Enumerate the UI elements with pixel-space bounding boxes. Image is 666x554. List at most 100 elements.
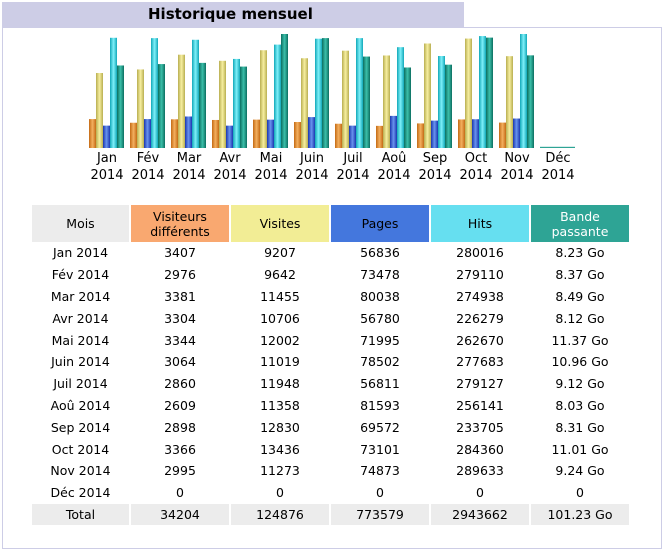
month-name: Juil: [343, 151, 363, 166]
cell-mois: Sep 2014: [50, 419, 111, 435]
month-label: Aoû 2014: [369, 150, 419, 184]
cell-visites: 11273: [260, 463, 300, 479]
cell-mois: Avr 2014: [52, 310, 109, 326]
cell-visites: 13436: [260, 441, 300, 457]
cell-hits: 280016: [456, 245, 504, 261]
month-year: 2014: [172, 168, 206, 183]
bar-4-8: [445, 64, 452, 148]
cell-pages: 56836: [360, 245, 400, 261]
month-label: Juil 2014: [328, 150, 378, 184]
bar-1-9: [465, 38, 472, 149]
month-year: 2014: [131, 168, 165, 183]
bar-1-2: [178, 54, 185, 148]
month-year: 2014: [541, 168, 575, 183]
table-row: Aoû 2014 2609 11358 81593 256141 8.03 Go: [32, 395, 629, 417]
cell-visites: 11358: [260, 397, 300, 413]
month-name: Mai: [259, 151, 283, 166]
table-row: Avr 2014 3304 10706 56780 226279 8.12 Go: [32, 307, 629, 329]
month-year: 2014: [254, 168, 288, 183]
month-name: Jan: [96, 151, 118, 166]
header-bande-passante: Bande passante: [531, 205, 629, 242]
table-row: Sep 2014 2898 12830 69572 233705 8.31 Go: [32, 416, 629, 438]
bar-1-5: [301, 58, 308, 148]
cell-hits: 279127: [456, 376, 504, 392]
bar-2-4: [267, 119, 274, 148]
bar-0-7: [376, 125, 383, 148]
cell-bande-passante: 8.23 Go: [555, 245, 605, 261]
bar-3-0: [110, 37, 117, 149]
month-name: Fév: [136, 151, 160, 166]
bar-4-3: [240, 66, 247, 148]
total-label: Total: [32, 503, 129, 525]
bar-1-6: [342, 50, 349, 148]
cell-visites: 10706: [260, 310, 300, 326]
month-name: Avr: [219, 151, 241, 166]
cell-pages: 0: [376, 485, 384, 501]
month-year: 2014: [500, 168, 534, 183]
cell-hits: 256141: [456, 397, 504, 413]
month-name: Mar: [176, 151, 202, 166]
month-name: Juin: [300, 151, 324, 166]
cell-bande-passante: 8.31 Go: [555, 419, 605, 435]
bar-1-0: [96, 73, 103, 148]
bar-3-11: [561, 146, 568, 148]
cell-visites: 0: [276, 485, 284, 501]
cell-pages: 74873: [360, 463, 400, 479]
cell-mois: Fév 2014: [51, 267, 110, 283]
monthly-bar-chart: [89, 34, 575, 149]
cell-visiteurs: 3381: [164, 288, 196, 304]
month-label: Oct 2014: [451, 150, 501, 184]
cell-visiteurs: 3344: [164, 332, 196, 348]
bar-1-4: [260, 50, 267, 148]
bar-1-7: [383, 55, 390, 148]
bar-2-10: [513, 118, 520, 148]
bar-3-2: [192, 39, 199, 148]
cell-hits: 284360: [456, 441, 504, 457]
header-visites: Visites: [231, 205, 329, 242]
cell-bande-passante: 8.49 Go: [555, 288, 605, 304]
table-total-row: Total 34204 124876 773579 2943662 101.23…: [32, 503, 629, 525]
cell-visites: 11455: [260, 288, 300, 304]
month-label: Mar 2014: [164, 150, 214, 184]
cell-visites: 11019: [260, 354, 300, 370]
bar-2-11: [554, 146, 561, 148]
cell-visiteurs: 2898: [164, 419, 196, 435]
cell-hits: 274938: [456, 288, 504, 304]
month-name: Sep: [422, 151, 448, 166]
cell-pages: 56780: [360, 310, 400, 326]
cell-visites: 12830: [260, 419, 300, 435]
table-row: Juin 2014 3064 11019 78502 277683 10.96 Go: [32, 351, 629, 373]
cell-visiteurs: 2609: [164, 397, 196, 413]
bar-2-9: [472, 119, 479, 148]
table-row: Déc 2014 0 0 0 0 0: [32, 482, 629, 504]
bar-2-1: [144, 119, 151, 148]
cell-hits: 279110: [456, 267, 504, 283]
cell-mois: Mai 2014: [51, 332, 110, 348]
bar-3-10: [520, 34, 527, 148]
bar-0-9: [458, 119, 465, 148]
section-title: Historique mensuel: [148, 5, 313, 23]
bar-3-7: [397, 47, 404, 148]
month-year: 2014: [213, 168, 247, 183]
bar-0-10: [499, 122, 506, 148]
table-row: Oct 2014 3366 13436 73101 284360 11.01 Go: [32, 438, 629, 460]
cell-visites: 12002: [260, 332, 300, 348]
cell-pages: 81593: [360, 397, 400, 413]
cell-visiteurs: 2976: [164, 267, 196, 283]
bar-2-0: [103, 125, 110, 148]
bar-1-1: [137, 69, 144, 148]
month-year: 2014: [295, 168, 329, 183]
cell-mois: Juil 2014: [53, 376, 108, 392]
bar-3-5: [315, 38, 322, 148]
bar-0-4: [253, 119, 260, 148]
bar-4-5: [322, 38, 329, 148]
table-row: Nov 2014 2995 11273 74873 289633 9.24 Go: [32, 460, 629, 482]
bar-2-3: [226, 125, 233, 148]
header-hits: Hits: [431, 205, 529, 242]
total-pages: 773579: [331, 503, 429, 525]
header-mois: Mois: [32, 205, 129, 242]
cell-hits: 289633: [456, 463, 504, 479]
bar-0-0: [89, 119, 96, 148]
cell-visiteurs: 3304: [164, 310, 196, 326]
cell-visiteurs: 0: [176, 485, 184, 501]
